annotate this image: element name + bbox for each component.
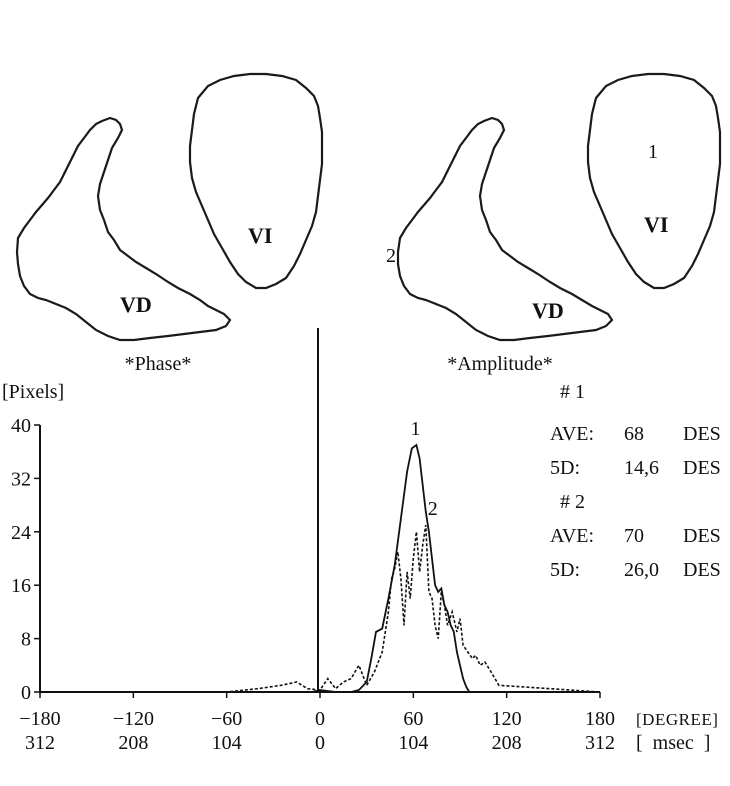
x-secondary-tick-label: 312 [25, 732, 55, 754]
x-tick-label: 60 [403, 708, 423, 730]
x-tick-label: 0 [315, 708, 325, 730]
phase-panel: VD VI *Phase* [15, 72, 324, 375]
y-tick-label: 40 [11, 415, 31, 437]
stats-g2-sd-value: 26,0 [624, 559, 659, 581]
x-tick-label: −120 [113, 708, 154, 730]
peak-label-2: 2 [428, 498, 438, 520]
y-tick-label: 0 [21, 682, 31, 704]
peak-label-1: 1 [410, 418, 420, 440]
y-ticks: 0 8 16 24 32 40 [11, 415, 40, 704]
stats-g2-sd-unit: DES [683, 559, 721, 581]
series-1-line [40, 443, 600, 693]
x-secondary-tick-label: 0 [315, 732, 325, 754]
amplitude-vd-label: VD [532, 298, 564, 323]
y-axis-label: [Pixels] [2, 381, 64, 403]
y-tick-label: 24 [11, 522, 31, 544]
phase-vd-label: VD [120, 292, 152, 317]
amplitude-vd-outline [396, 116, 614, 342]
stats-g1-sd-unit: DES [683, 457, 721, 479]
y-tick-label: 8 [21, 629, 31, 651]
x-secondary-tick-label: 104 [398, 732, 428, 754]
phase-vd-outline [15, 116, 232, 342]
peak-labels: 12 [410, 418, 437, 520]
x-tick-label: −60 [211, 708, 242, 730]
stats-g2-sd-label: 5D: [550, 559, 580, 581]
x-unit-label: [DEGREE] [636, 710, 718, 729]
x-tick-label: −180 [19, 708, 60, 730]
stats-g2-ave-label: AVE: [550, 525, 594, 547]
x-tick-label: 180 [585, 708, 615, 730]
x-tick-label: 120 [492, 708, 522, 730]
x-secondary-tick-label: 208 [492, 732, 522, 754]
amplitude-marker-2: 2 [386, 245, 396, 267]
amplitude-vi-label: VI [644, 212, 668, 237]
phase-caption: *Phase* [125, 353, 192, 375]
stats-group-2-id: # 2 [560, 491, 585, 513]
stats-g1-ave-value: 68 [624, 423, 644, 445]
amplitude-vi-outline [586, 72, 722, 290]
series-layer [40, 443, 601, 693]
x-secondary-unit-label: [ msec ] [636, 732, 710, 754]
x-secondary-tick-label: 104 [212, 732, 242, 754]
x-secondary-tick-label: 208 [118, 732, 148, 754]
y-tick-label: 32 [11, 468, 31, 490]
stats-g1-ave-unit: DES [683, 423, 721, 445]
stats-g1-sd-value: 14,6 [624, 457, 659, 479]
stats-g2-ave-value: 70 [624, 525, 644, 547]
stats-g1-sd-label: 5D: [550, 457, 580, 479]
amplitude-caption: *Amplitude* [447, 353, 553, 375]
y-tick-label: 16 [11, 575, 31, 597]
amplitude-panel: VD VI 1 2 *Amplitude* [386, 72, 722, 375]
amplitude-marker-1: 1 [648, 141, 658, 163]
phase-vi-label: VI [248, 223, 272, 248]
x-secondary-tick-label: 312 [585, 732, 615, 754]
stats-g2-ave-unit: DES [683, 525, 721, 547]
series-2-line [40, 524, 601, 693]
phase-vi-outline [188, 72, 324, 290]
stats-block: # 1 AVE: 68 DES 5D: 14,6 DES # 2 AVE: 70… [550, 381, 721, 581]
stats-group-1-id: # 1 [560, 381, 585, 403]
stats-g1-ave-label: AVE: [550, 423, 594, 445]
